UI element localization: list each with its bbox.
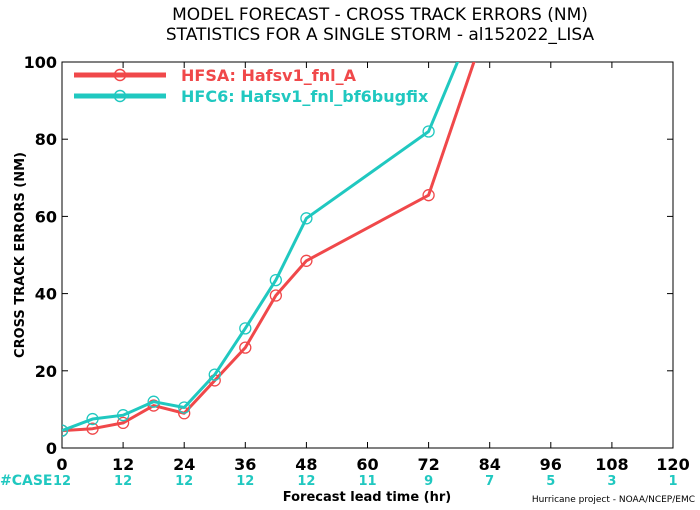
x-tick-label: 60 xyxy=(356,455,378,474)
x-axis-ticks: 0 12 24 36 48 60 72 84 96 108 120 xyxy=(56,62,690,474)
chart-title-line2: STATISTICS FOR A SINGLE STORM - al152022… xyxy=(166,25,595,45)
y-tick-label: 20 xyxy=(35,362,57,381)
y-tick-label: 100 xyxy=(24,53,57,72)
y-tick-label: 60 xyxy=(35,207,57,226)
series-0-point xyxy=(239,341,252,354)
x-tick-label: 12 xyxy=(112,455,134,474)
case-label: #CASE xyxy=(0,473,53,489)
x-tick-label: 48 xyxy=(295,455,317,474)
series-0-point xyxy=(422,189,435,202)
series-0-point xyxy=(269,289,283,302)
x-tick-label: 0 xyxy=(56,455,67,474)
series-1-point xyxy=(147,395,160,408)
y-axis-label: CROSS TRACK ERRORS (NM) xyxy=(13,152,28,358)
y-tick-label: 40 xyxy=(35,285,57,304)
legend-marker-1 xyxy=(113,89,127,103)
series-1-point xyxy=(422,125,435,138)
series-1-point xyxy=(269,273,283,287)
legend: HFSA: Hafsv1_fnl_A HFC6: Hafsv1_fnl_bf6bu… xyxy=(74,66,429,106)
case-count: 12 xyxy=(175,474,193,489)
series-line-1 xyxy=(62,62,460,433)
x-tick-label: 72 xyxy=(417,455,439,474)
series-1-point xyxy=(86,412,99,426)
case-count: 3 xyxy=(607,474,616,489)
plot-area xyxy=(61,61,674,449)
series-0-point xyxy=(86,422,99,435)
series-1-point xyxy=(208,368,221,381)
case-count: 11 xyxy=(358,474,376,489)
series-0-point xyxy=(300,254,313,267)
legend-label-1: HFC6: Hafsv1_fnl_bf6bugfix xyxy=(181,87,429,106)
legend-label-0: HFSA: Hafsv1_fnl_A xyxy=(181,66,357,85)
y-tick-label: 80 xyxy=(35,130,57,149)
x-tick-label: 120 xyxy=(656,455,689,474)
series-1-point xyxy=(178,401,191,414)
x-axis-label: Forecast lead time (hr) xyxy=(283,490,451,505)
y-axis-ticks: 0 20 40 60 80 100 xyxy=(24,53,673,458)
x-tick-label: 84 xyxy=(479,455,501,474)
series-0-point xyxy=(116,416,130,430)
series-1-point xyxy=(300,212,313,225)
chart-title-line1: MODEL FORECAST - CROSS TRACK ERRORS (NM) xyxy=(172,5,588,25)
x-tick-label: 24 xyxy=(173,455,195,474)
y-tick-label: 0 xyxy=(46,439,57,458)
case-count: 7 xyxy=(485,474,494,489)
case-count: 5 xyxy=(546,474,555,489)
case-count: 12 xyxy=(114,474,132,489)
case-count: 9 xyxy=(424,474,433,489)
case-count: 1 xyxy=(668,474,677,489)
case-count: 12 xyxy=(297,474,315,489)
x-tick-label: 96 xyxy=(540,455,562,474)
x-tick-label: 36 xyxy=(234,455,256,474)
series-1-point xyxy=(62,424,69,437)
series-1-point xyxy=(116,409,130,422)
case-counts: 12 12 12 12 12 11 9 7 5 3 1 xyxy=(53,474,678,489)
series-1-point xyxy=(239,322,252,335)
case-count: 12 xyxy=(236,474,254,489)
x-tick-label: 108 xyxy=(595,455,628,474)
series-group xyxy=(62,62,476,437)
credit-text: Hurricane project - NOAA/NCEP/EMC xyxy=(532,495,695,505)
legend-marker-0 xyxy=(113,68,127,82)
case-count: 12 xyxy=(53,474,71,489)
